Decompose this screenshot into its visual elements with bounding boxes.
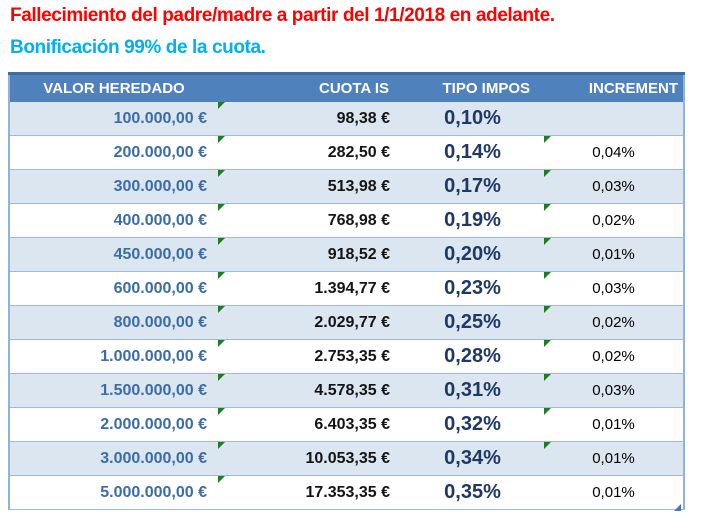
error-indicator-icon — [218, 408, 225, 415]
cell-cuota[interactable]: 282,50 € — [218, 135, 401, 170]
cell-valor[interactable]: 400.000,00 € — [9, 203, 218, 238]
cell-valor[interactable]: 300.000,00 € — [9, 169, 218, 204]
cell-incremento[interactable]: 0,02% — [544, 339, 684, 374]
error-indicator-icon — [218, 238, 225, 245]
cell-cuota[interactable]: 513,98 € — [218, 169, 401, 204]
error-indicator-icon — [544, 408, 551, 415]
cell-valor[interactable]: 5.000.000,00 € — [9, 475, 218, 510]
cell-incremento[interactable]: 0,01% — [544, 441, 684, 476]
cell-tipo[interactable]: 0,10% — [401, 102, 544, 136]
cell-valor[interactable]: 1.500.000,00 € — [9, 373, 218, 408]
cell-valor[interactable]: 100.000,00 € — [9, 102, 218, 136]
cell-cuota[interactable]: 768,98 € — [218, 203, 401, 238]
table-row: 200.000,00 €282,50 €0,14% 0,04% — [9, 135, 684, 170]
error-indicator-icon — [544, 306, 551, 313]
error-indicator-icon — [218, 102, 225, 109]
cell-cuota[interactable]: 98,38 € — [218, 102, 401, 136]
cell-valor[interactable]: 450.000,00 € — [9, 237, 218, 272]
error-indicator-icon — [218, 306, 225, 313]
cell-incremento[interactable]: 0,03% — [544, 373, 684, 408]
cell-incremento[interactable]: 0,01% — [544, 475, 684, 510]
cell-tipo[interactable]: 0,14% — [401, 135, 544, 170]
cell-incremento[interactable]: 0,03% — [544, 271, 684, 306]
table-row: 800.000,00 €2.029,77 €0,25% 0,02% — [9, 305, 684, 340]
error-indicator-icon — [544, 442, 551, 449]
error-indicator-icon — [218, 136, 225, 143]
error-indicator-icon — [218, 340, 225, 347]
cell-tipo[interactable]: 0,31% — [401, 373, 544, 408]
table-row: 1.000.000,00 €2.753,35 €0,28% 0,02% — [9, 339, 684, 374]
cell-cuota[interactable]: 4.578,35 € — [218, 373, 401, 408]
error-indicator-icon — [544, 238, 551, 245]
table-row: 100.000,00 €98,38 €0,10% — [9, 102, 684, 136]
cell-valor[interactable]: 1.000.000,00 € — [9, 339, 218, 374]
cell-tipo[interactable]: 0,17% — [401, 169, 544, 204]
table-header-row: VALOR HEREDADO CUOTA IS TIPO IMPOS INCRE… — [9, 72, 684, 102]
error-indicator-icon — [218, 272, 225, 279]
cell-valor[interactable]: 200.000,00 € — [9, 135, 218, 170]
cell-incremento[interactable]: 0,01% — [544, 407, 684, 442]
error-indicator-icon — [544, 204, 551, 211]
col-header-valor-heredado[interactable]: VALOR HEREDADO — [9, 72, 218, 102]
table-row: 1.500.000,00 €4.578,35 €0,31% 0,03% — [9, 373, 684, 408]
table-body: 100.000,00 €98,38 €0,10% 200.000,00 €282,… — [9, 102, 684, 510]
table-row: 3.000.000,00 €10.053,35 €0,34% 0,01% — [9, 441, 684, 476]
col-header-cuota-is[interactable]: CUOTA IS — [218, 72, 401, 102]
cell-valor[interactable]: 2.000.000,00 € — [9, 407, 218, 442]
error-indicator-icon — [218, 204, 225, 211]
table-row: 2.000.000,00 €6.403,35 €0,32% 0,01% — [9, 407, 684, 442]
error-indicator-icon — [544, 272, 551, 279]
error-indicator-icon — [544, 136, 551, 143]
error-indicator-icon — [544, 340, 551, 347]
col-header-increment[interactable]: INCREMENT — [544, 72, 684, 102]
cell-tipo[interactable]: 0,25% — [401, 305, 544, 340]
cell-cuota[interactable]: 2.029,77 € — [218, 305, 401, 340]
error-indicator-icon — [544, 374, 551, 381]
cell-tipo[interactable]: 0,23% — [401, 271, 544, 306]
error-indicator-icon — [218, 374, 225, 381]
error-indicator-icon — [218, 442, 225, 449]
cell-incremento[interactable] — [544, 102, 684, 136]
cell-incremento[interactable]: 0,04% — [544, 135, 684, 170]
table-row: 450.000,00 €918,52 €0,20% 0,01% — [9, 237, 684, 272]
table-row: 5.000.000,00 €17.353,35 €0,35% 0,01% — [9, 475, 684, 510]
error-indicator-icon — [544, 170, 551, 177]
error-indicator-icon — [218, 476, 225, 483]
cell-cuota[interactable]: 2.753,35 € — [218, 339, 401, 374]
cell-tipo[interactable]: 0,28% — [401, 339, 544, 374]
page-title: Fallecimiento del padre/madre a partir d… — [10, 5, 555, 26]
table-resize-handle[interactable] — [674, 504, 681, 511]
cell-valor[interactable]: 3.000.000,00 € — [9, 441, 218, 476]
cell-cuota[interactable]: 918,52 € — [218, 237, 401, 272]
page-subtitle: Bonificación 99% de la cuota. — [10, 37, 266, 58]
table-row: 300.000,00 €513,98 €0,17% 0,03% — [9, 169, 684, 204]
table-row: 600.000,00 €1.394,77 €0,23% 0,03% — [9, 271, 684, 306]
cell-cuota[interactable]: 6.403,35 € — [218, 407, 401, 442]
cell-tipo[interactable]: 0,32% — [401, 407, 544, 442]
error-indicator-icon — [218, 170, 225, 177]
inheritance-tax-table: VALOR HEREDADO CUOTA IS TIPO IMPOS INCRE… — [8, 72, 685, 511]
cell-valor[interactable]: 600.000,00 € — [9, 271, 218, 306]
cell-incremento[interactable]: 0,01% — [544, 237, 684, 272]
cell-tipo[interactable]: 0,19% — [401, 203, 544, 238]
cell-incremento[interactable]: 0,02% — [544, 305, 684, 340]
cell-tipo[interactable]: 0,20% — [401, 237, 544, 272]
data-table: VALOR HEREDADO CUOTA IS TIPO IMPOS INCRE… — [8, 72, 685, 510]
cell-incremento[interactable]: 0,03% — [544, 169, 684, 204]
cell-cuota[interactable]: 17.353,35 € — [218, 475, 401, 510]
cell-cuota[interactable]: 10.053,35 € — [218, 441, 401, 476]
cell-cuota[interactable]: 1.394,77 € — [218, 271, 401, 306]
col-header-tipo-impos[interactable]: TIPO IMPOS — [401, 72, 544, 102]
cell-tipo[interactable]: 0,34% — [401, 441, 544, 476]
cell-incremento[interactable]: 0,02% — [544, 203, 684, 238]
table-row: 400.000,00 €768,98 €0,19% 0,02% — [9, 203, 684, 238]
cell-valor[interactable]: 800.000,00 € — [9, 305, 218, 340]
cell-tipo[interactable]: 0,35% — [401, 475, 544, 510]
